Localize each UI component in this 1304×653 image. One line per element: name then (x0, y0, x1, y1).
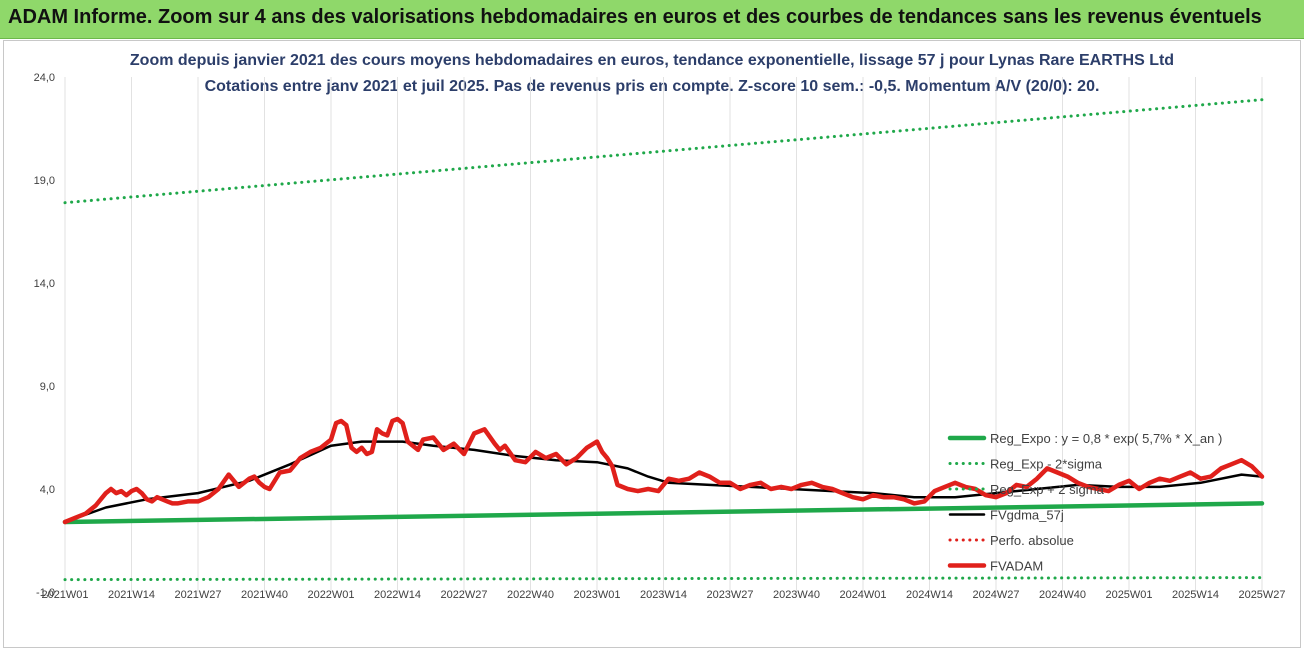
legend-label: Reg_Exp + 2 sigma (990, 482, 1105, 497)
x-tick-label: 2024W01 (839, 589, 886, 601)
chart-title: Zoom depuis janvier 2021 des cours moyen… (129, 52, 1175, 69)
series-line (62, 501, 1265, 525)
x-tick-label: 2022W27 (440, 589, 487, 601)
x-tick-label: 2024W27 (972, 589, 1019, 601)
x-tick-label: 2023W40 (773, 589, 820, 601)
y-tick-label: -1,0 (36, 587, 55, 599)
x-axis: 2021W01 2021W14 2021W27 2021W40 2022W01 2022W… (41, 589, 1285, 601)
plot-series (62, 98, 1265, 582)
x-tick-label: 2021W14 (108, 589, 155, 601)
legend-label: Reg_Exp - 2*sigma (990, 457, 1103, 472)
legend-label: FVgdma_57j (990, 508, 1064, 523)
x-tick-label: 2022W14 (374, 589, 421, 601)
legend-label: Reg_Expo : y = 0,8 * exp( 5,7% * X_an ) (990, 431, 1222, 446)
x-tick-label: 2022W01 (307, 589, 354, 601)
y-tick-label: 4,0 (40, 484, 55, 496)
x-tick-label: 2024W14 (906, 589, 953, 601)
x-tick-label: 2023W01 (573, 589, 620, 601)
x-tick-label: 2022W40 (507, 589, 554, 601)
x-tick-label: 2023W27 (706, 589, 753, 601)
x-tick-label: 2021W40 (241, 589, 288, 601)
legend-label: FVADAM (990, 559, 1043, 574)
banner-title: ADAM Informe. Zoom sur 4 ans des valoris… (8, 6, 1262, 28)
y-axis: -1,0 4,0 9,0 14,0 19,0 24,0 (34, 72, 55, 599)
y-tick-label: 24,0 (34, 72, 55, 84)
header-banner: ADAM Informe. Zoom sur 4 ans des valoris… (0, 0, 1304, 39)
y-tick-label: 9,0 (40, 381, 55, 393)
y-tick-label: 19,0 (34, 175, 55, 187)
x-tick-label: 2021W01 (41, 589, 88, 601)
y-tick-label: 14,0 (34, 278, 55, 290)
x-tick-label: 2025W01 (1105, 589, 1152, 601)
chart-subtitle: Cotations entre janv 2021 et juil 2025. … (204, 78, 1100, 95)
legend: Reg_Expo : y = 0,8 * exp( 5,7% * X_an ) R… (947, 431, 1222, 574)
x-tick-label: 2021W27 (174, 589, 221, 601)
x-tick-label: 2025W27 (1238, 589, 1285, 601)
x-tick-label: 2024W40 (1039, 589, 1086, 601)
x-tick-label: 2023W14 (640, 589, 687, 601)
chart-area (3, 40, 1301, 648)
legend-label: Perfo. absolue (990, 533, 1074, 548)
series-line (62, 416, 1265, 525)
series-line (63, 98, 1264, 205)
x-tick-label: 2025W14 (1172, 589, 1219, 601)
series-line (63, 576, 1264, 582)
